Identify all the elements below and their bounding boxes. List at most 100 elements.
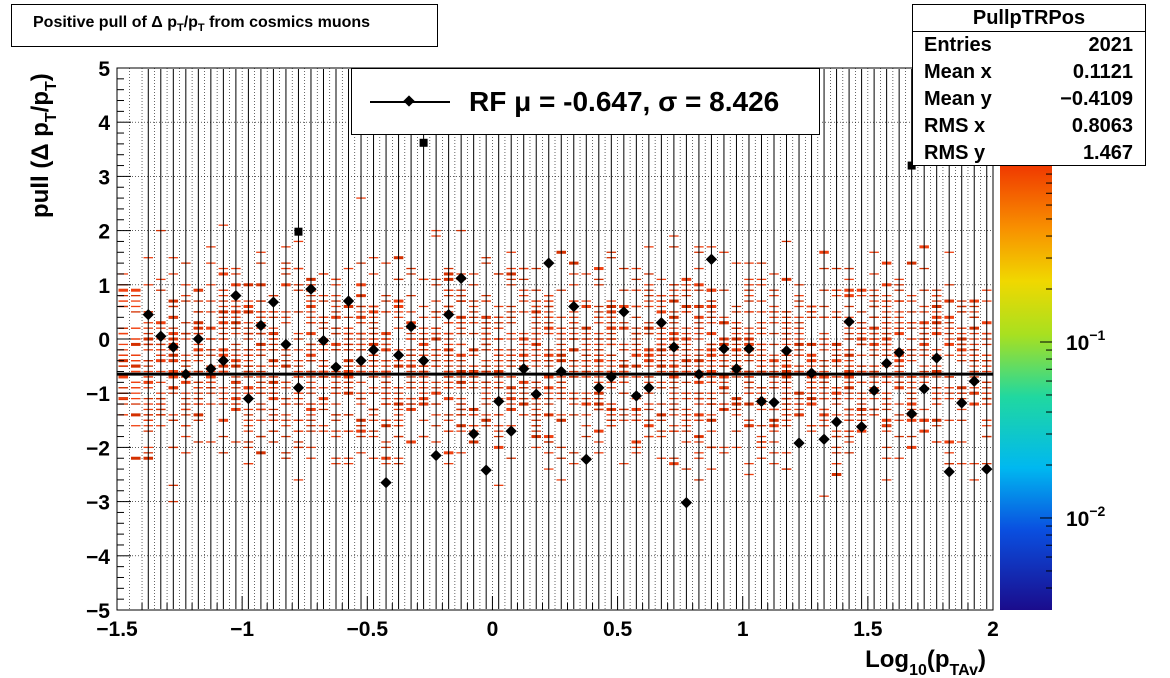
profile-point — [693, 368, 705, 380]
heatmap-cell — [118, 300, 129, 302]
profile-point — [668, 341, 680, 353]
stats-row: Entries 2021 — [924, 34, 1133, 56]
profile-point — [217, 355, 230, 367]
stats-row: Mean y −0.4109 — [924, 88, 1133, 110]
profile-point — [468, 428, 480, 440]
legend-marker-icon — [403, 95, 415, 107]
y-tick-label: 2 — [98, 221, 110, 244]
profile-point — [405, 320, 417, 333]
chart-title: Positive pull of Δ pT/pT from cosmics mu… — [11, 4, 438, 47]
profile-point — [518, 363, 530, 375]
y-tick-label: −2 — [86, 437, 110, 460]
heatmap-cell — [131, 305, 141, 308]
heatmap-cell — [131, 364, 141, 368]
profile-points — [142, 138, 993, 509]
profile-point — [167, 341, 179, 353]
color-scale-axis: 10−1 10−2 — [1040, 173, 1106, 589]
heatmap-cell — [131, 311, 141, 313]
heatmap-cell — [131, 343, 141, 346]
heatmap-cell — [131, 397, 141, 400]
heatmap-cell — [118, 354, 129, 356]
stats-box: PullpTRPos Entries 2021 Mean x 0.1121 Mean… — [912, 4, 1146, 166]
profile-point — [292, 382, 305, 394]
profile-point — [893, 346, 905, 359]
profile-point — [430, 449, 442, 462]
heatmap-cells — [118, 197, 992, 503]
stats-row: RMS y 1.467 — [924, 142, 1133, 164]
profile-point — [943, 466, 955, 478]
heatmap-cell — [131, 370, 141, 373]
profile-point — [605, 371, 617, 383]
heatmap-cell — [131, 392, 141, 394]
profile-point — [643, 382, 655, 394]
profile-point — [618, 306, 630, 318]
profile-point — [855, 421, 868, 433]
x-tick-label: 0.5 — [603, 618, 633, 641]
profile-point — [680, 497, 693, 509]
profile-point — [205, 363, 217, 375]
profile-point — [480, 464, 492, 476]
profile-point — [367, 344, 380, 356]
profile-point — [392, 349, 405, 361]
profile-point — [593, 382, 605, 394]
y-tick-label: −1 — [86, 383, 110, 406]
profile-point — [906, 408, 918, 420]
profile-point — [180, 368, 192, 380]
profile-point — [655, 317, 668, 329]
profile-point — [981, 463, 993, 475]
heatmap-cell — [118, 397, 129, 400]
heatmap-cell — [131, 425, 141, 427]
heatmap-cell — [118, 365, 129, 367]
profile-point — [830, 416, 843, 428]
profile-point — [142, 308, 154, 321]
profile-point — [718, 343, 730, 355]
profile-point — [568, 300, 580, 313]
profile-point — [342, 295, 355, 307]
profile-point — [280, 338, 292, 351]
profile-point — [155, 330, 167, 342]
profile-error-bars — [147, 69, 988, 609]
profile-point — [442, 308, 455, 321]
color-scale-bar — [1000, 166, 1052, 610]
y-tick-label: 4 — [98, 112, 110, 135]
y-tick-label: −3 — [86, 492, 110, 515]
z-tick-label: 10−2 — [1066, 503, 1106, 531]
profile-point — [317, 334, 330, 347]
x-axis-label: Log10(pTAv) — [865, 646, 986, 678]
heatmap-cell — [131, 300, 141, 302]
stats-title: PullpTRPos — [913, 5, 1145, 32]
profile-point — [768, 396, 780, 409]
profile-point — [255, 319, 267, 332]
x-tick-label: −0.5 — [347, 618, 389, 641]
x-tick-label: −1.5 — [96, 618, 138, 641]
profile-point — [880, 357, 893, 370]
stats-row: Mean x 0.1121 — [924, 61, 1133, 83]
profile-point — [355, 355, 367, 367]
profile-point — [455, 272, 467, 284]
stats-row: RMS x 0.8063 — [924, 115, 1133, 137]
profile-point — [705, 253, 718, 265]
heatmap-cell — [118, 332, 129, 335]
y-tick-label: 3 — [98, 166, 110, 189]
x-tick-label: 2 — [987, 618, 999, 641]
profile-point — [931, 352, 943, 364]
heatmap-cell — [131, 354, 141, 356]
profile-point — [730, 363, 743, 375]
y-tick-label: 1 — [98, 275, 110, 298]
legend-label: RF μ = -0.647, σ = 8.426 — [469, 86, 780, 117]
profile-point — [493, 395, 505, 407]
profile-point — [630, 390, 642, 402]
profile-point-square — [419, 138, 428, 147]
heatmap-cell — [131, 338, 141, 340]
profile-point — [417, 355, 430, 367]
z-tick-label: 10−1 — [1066, 327, 1106, 355]
profile-point — [555, 365, 567, 378]
x-tick-label: −1 — [230, 618, 254, 641]
heatmap-cell — [131, 413, 141, 417]
y-tick-label: −5 — [86, 600, 110, 623]
profile-point — [868, 384, 880, 397]
x-tick-label: 0 — [487, 618, 499, 641]
y-tick-label: 0 — [98, 329, 110, 352]
profile-point — [968, 375, 980, 387]
x-tick-label: 1.5 — [853, 618, 883, 641]
